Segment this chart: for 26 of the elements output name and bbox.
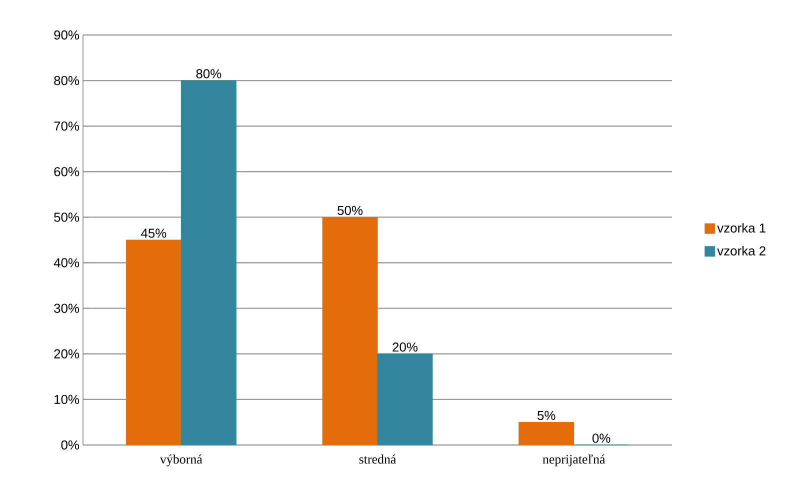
x-tick-label: stredná	[359, 454, 396, 464]
bar	[377, 354, 433, 446]
bar	[518, 422, 574, 446]
bar	[180, 80, 236, 446]
data-label: 50%	[338, 206, 363, 216]
y-tick-label: 70%	[54, 122, 80, 131]
y-tick-label: 60%	[54, 167, 80, 176]
x-tick-label: výborná	[160, 454, 202, 466]
y-tick-label: 40%	[54, 258, 80, 268]
data-label: 5%	[538, 410, 556, 420]
y-tick-label: 30%	[54, 304, 80, 313]
legend-label: vzorka 2	[717, 246, 766, 256]
data-label: 80%	[196, 69, 222, 78]
y-tick-label: 20%	[54, 349, 80, 358]
x-tick-label: neprijateľná	[542, 454, 606, 466]
y-tick-label: 10%	[54, 394, 80, 404]
y-tick-label: 50%	[54, 212, 80, 222]
legend-label: vzorka 1	[717, 223, 766, 233]
y-tick-label: 80%	[54, 76, 80, 86]
bar	[322, 216, 378, 446]
data-label: 20%	[392, 342, 418, 352]
y-tick-label: 90%	[54, 30, 80, 40]
data-label: 0%	[592, 434, 610, 443]
bar	[126, 240, 182, 446]
y-tick-label: 0%	[61, 440, 80, 450]
data-label: 45%	[141, 228, 166, 238]
